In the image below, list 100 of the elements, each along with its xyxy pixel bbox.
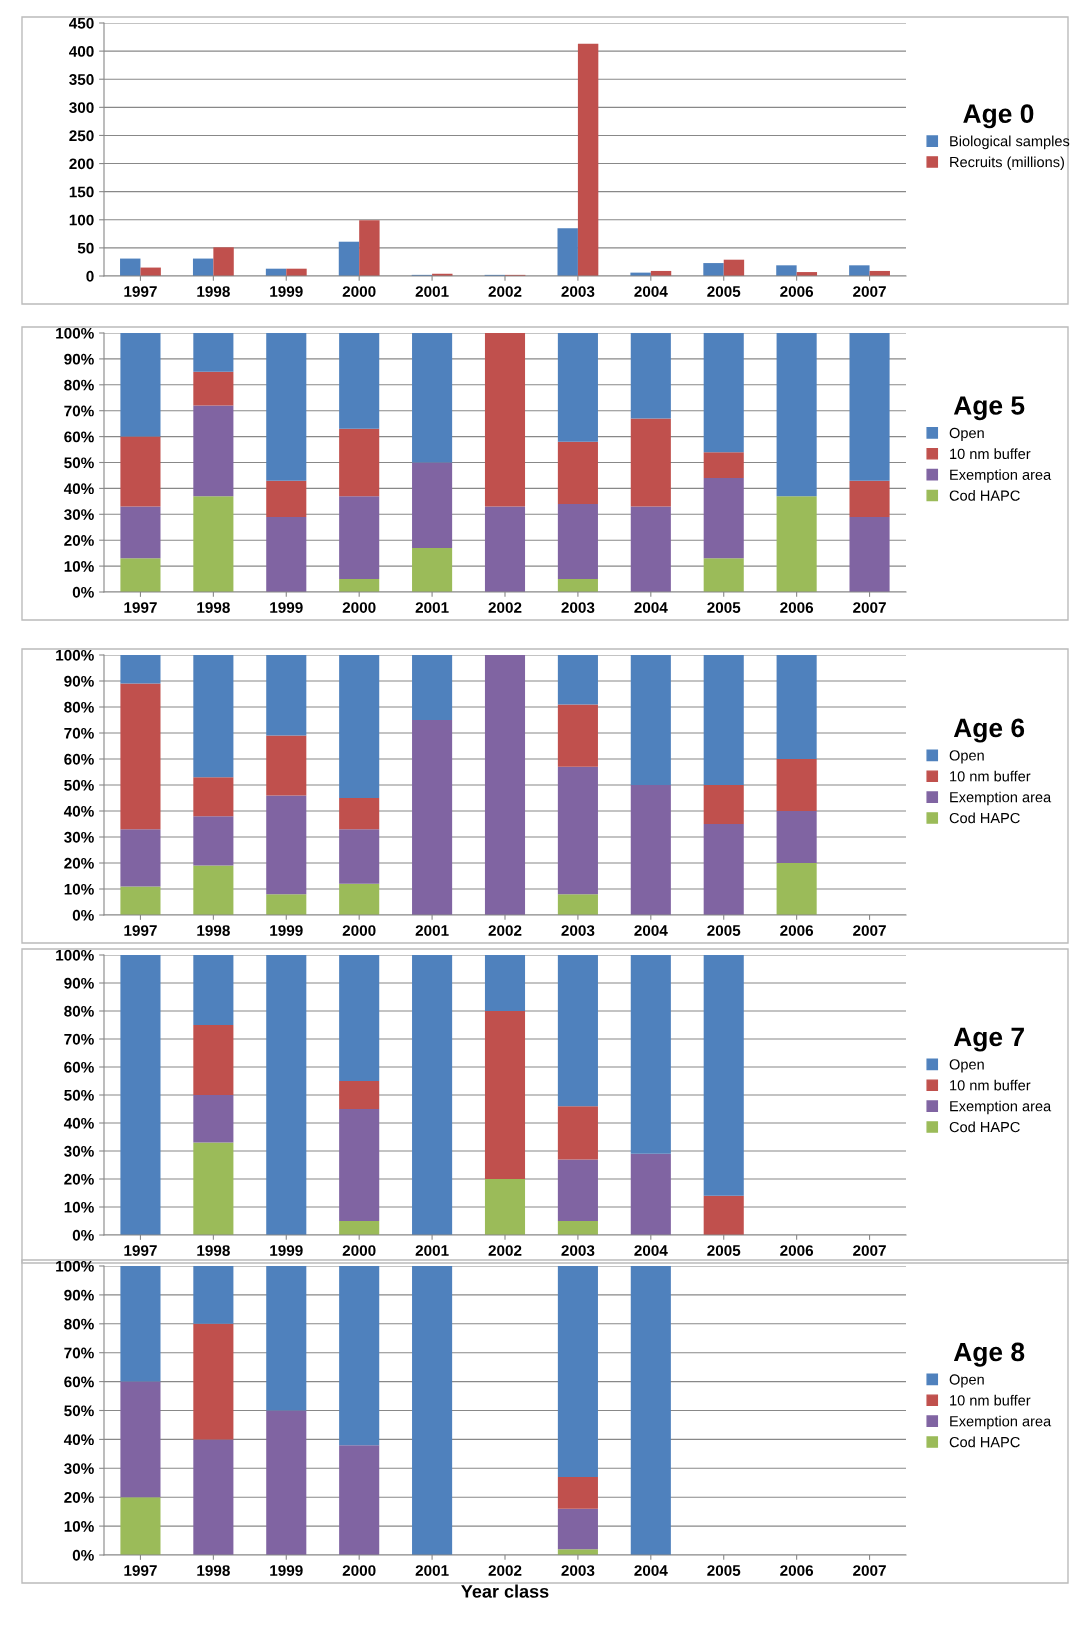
x-tick-label: 1999 xyxy=(270,925,303,936)
x-tick-label: 2001 xyxy=(415,602,449,613)
x-tick-label: 2006 xyxy=(780,602,814,613)
y-tick-label: 40% xyxy=(63,483,94,495)
y-tick-label: 70% xyxy=(64,727,94,739)
x-tick-label: 1999 xyxy=(270,286,303,297)
legend-label: 10 nm buffer xyxy=(950,448,1031,460)
x-tick-label: 1997 xyxy=(124,602,157,613)
legend-label: Open xyxy=(949,750,984,764)
x-tick-label: 1997 xyxy=(124,1245,157,1256)
y-tick-label: 70% xyxy=(64,405,94,417)
x-tick-label: 1999 xyxy=(270,1565,303,1576)
y-tick-label: 100% xyxy=(56,327,94,339)
x-tick-label: 2007 xyxy=(853,1245,886,1256)
x-tick-label: 2000 xyxy=(342,602,376,613)
y-tick-label: 450 xyxy=(69,17,94,29)
legend-label: Cod HAPC xyxy=(949,1436,1020,1448)
y-tick-label: 200 xyxy=(69,158,94,170)
legend-label: Cod HAPC xyxy=(949,490,1020,501)
legend-label: Open xyxy=(949,427,984,442)
y-tick-label: 50% xyxy=(64,457,94,469)
y-tick-label: 20% xyxy=(64,857,94,869)
x-tick-label: 2002 xyxy=(488,925,522,936)
x-tick-label: 2001 xyxy=(415,286,449,297)
x-tick-label: 2005 xyxy=(707,925,741,936)
y-tick-label: 70% xyxy=(64,1033,94,1045)
x-tick-label: 2001 xyxy=(415,925,449,936)
x-tick-label: 2007 xyxy=(853,286,886,297)
y-tick-label: 0% xyxy=(72,1549,94,1561)
legend-title: Age 0 xyxy=(963,104,1034,129)
y-tick-label: 0% xyxy=(72,909,94,921)
y-tick-label: 30% xyxy=(64,831,94,843)
y-tick-label: 80% xyxy=(64,379,94,391)
x-tick-label: 2006 xyxy=(780,925,814,936)
x-tick-label: 2004 xyxy=(634,286,668,297)
legend-label: 10 nm buffer xyxy=(950,1394,1031,1406)
y-tick-label: 20% xyxy=(64,535,94,546)
y-tick-label: 10% xyxy=(64,1520,94,1532)
y-tick-label: 0% xyxy=(72,586,94,598)
y-tick-label: 400 xyxy=(69,45,94,57)
x-tick-label: 2000 xyxy=(342,925,376,936)
y-tick-label: 40% xyxy=(63,805,94,817)
x-tick-label: 2003 xyxy=(561,1565,595,1576)
legend-label: Exemption area xyxy=(950,1100,1052,1115)
legend-title: Age 8 xyxy=(953,1342,1025,1367)
x-axis-title: Year class xyxy=(461,1584,549,1598)
x-tick-label: 2005 xyxy=(707,602,741,613)
y-tick-label: 150 xyxy=(69,186,94,198)
y-tick-label: 60% xyxy=(64,1376,94,1388)
x-tick-label: 2000 xyxy=(342,286,376,297)
legend-title: Age 7 xyxy=(953,1027,1024,1052)
y-tick-label: 80% xyxy=(64,1318,94,1330)
y-tick-label: 90% xyxy=(64,977,94,989)
y-tick-label: 100 xyxy=(69,214,94,226)
x-tick-label: 2002 xyxy=(488,602,522,613)
x-tick-label: 2005 xyxy=(707,286,741,297)
y-tick-label: 0 xyxy=(86,270,94,282)
x-tick-label: 2005 xyxy=(707,1245,741,1256)
x-tick-label: 2003 xyxy=(561,1245,595,1256)
legend-label: Exemption area xyxy=(950,791,1052,806)
x-tick-label: 2001 xyxy=(415,1245,449,1256)
x-tick-label: 2003 xyxy=(561,286,595,297)
legend-label: 10 nm buffer xyxy=(950,1079,1031,1091)
x-tick-label: 2002 xyxy=(488,286,522,297)
legend-label: Open xyxy=(949,1374,984,1388)
y-tick-label: 40% xyxy=(63,1434,94,1446)
x-tick-label: 2004 xyxy=(634,1245,668,1256)
y-tick-label: 50% xyxy=(64,1089,94,1101)
x-tick-label: 1998 xyxy=(197,1245,230,1256)
x-tick-label: 1999 xyxy=(270,1245,303,1256)
y-tick-label: 100% xyxy=(56,649,94,661)
x-tick-label: 1997 xyxy=(124,286,157,297)
x-tick-label: 1999 xyxy=(270,602,303,613)
y-tick-label: 90% xyxy=(64,675,94,687)
x-tick-label: 2006 xyxy=(780,1245,814,1256)
y-tick-label: 20% xyxy=(64,1173,94,1185)
y-tick-label: 90% xyxy=(64,353,94,365)
y-tick-label: 100% xyxy=(56,1260,94,1272)
legend-label: Exemption area xyxy=(950,1415,1052,1430)
y-tick-label: 50% xyxy=(64,1405,94,1417)
x-tick-label: 1998 xyxy=(197,925,230,936)
x-tick-label: 1998 xyxy=(197,286,230,297)
y-tick-label: 100% xyxy=(56,949,94,961)
x-tick-label: 2002 xyxy=(488,1565,522,1576)
y-tick-label: 30% xyxy=(64,509,94,521)
y-tick-label: 10% xyxy=(64,1201,94,1213)
y-tick-label: 350 xyxy=(69,74,94,85)
y-tick-label: 30% xyxy=(64,1463,94,1475)
y-tick-label: 60% xyxy=(64,431,94,443)
legend-label: 10 nm buffer xyxy=(950,770,1031,782)
x-tick-label: 2004 xyxy=(634,602,668,613)
y-tick-label: 80% xyxy=(64,1005,94,1017)
y-tick-label: 60% xyxy=(64,1061,94,1073)
x-tick-label: 2006 xyxy=(780,286,814,297)
x-tick-label: 2007 xyxy=(853,1565,886,1576)
x-tick-label: 2003 xyxy=(561,925,595,936)
legend-title: Age 5 xyxy=(953,396,1025,421)
x-tick-label: 2002 xyxy=(488,1245,522,1256)
y-tick-label: 80% xyxy=(64,701,94,713)
y-tick-label: 90% xyxy=(64,1289,94,1301)
